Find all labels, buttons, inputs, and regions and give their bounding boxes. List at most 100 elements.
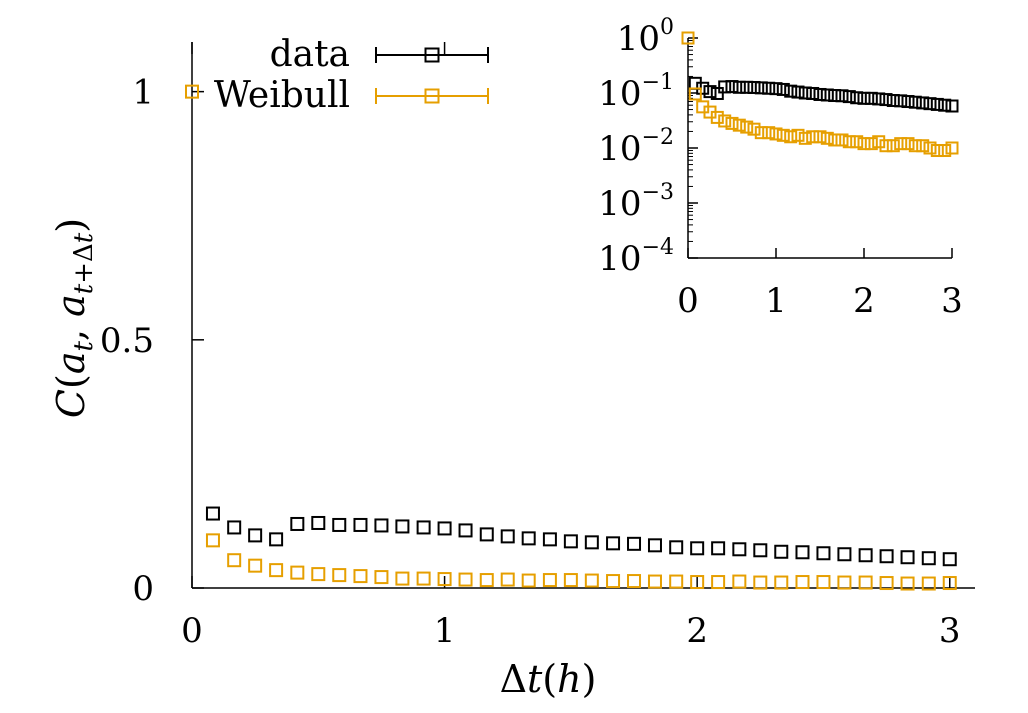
inset-x-tick-label: 1 bbox=[765, 281, 787, 321]
legend-swatch-weibull bbox=[375, 88, 489, 104]
main-point-weibull bbox=[563, 573, 578, 588]
main-point-data bbox=[690, 541, 705, 556]
inset-panel: 0 1 2 3 100 10−1 10−2 10−3 10−4 bbox=[560, 15, 980, 340]
y-axis-title-sub1: t bbox=[69, 341, 99, 352]
main-point-data bbox=[837, 547, 852, 562]
inset-point-weibull bbox=[681, 31, 695, 45]
main-y-tick-label: 0 bbox=[132, 569, 154, 609]
inset-point-weibull bbox=[894, 137, 908, 151]
inset-point-data bbox=[813, 87, 827, 101]
main-point-weibull bbox=[227, 553, 242, 568]
main-point-data bbox=[437, 521, 452, 536]
main-point-data bbox=[921, 551, 936, 566]
main-y-ticks: 00.51 bbox=[100, 73, 204, 609]
x-axis-title-paren-open: ( bbox=[542, 657, 557, 701]
inset-point-weibull bbox=[688, 87, 702, 101]
inset-point-weibull bbox=[762, 126, 776, 140]
main-point-weibull bbox=[879, 576, 894, 591]
main-point-data bbox=[416, 520, 431, 535]
main-data-points bbox=[185, 84, 957, 591]
main-point-weibull bbox=[669, 574, 684, 589]
y-axis-title-comma: , bbox=[49, 317, 93, 341]
inset-point-weibull bbox=[879, 139, 893, 153]
main-point-weibull bbox=[816, 575, 831, 590]
main-point-weibull bbox=[753, 575, 768, 590]
inset-point-weibull bbox=[908, 139, 922, 153]
inset-y-tick-label: 10−1 bbox=[598, 70, 674, 114]
y-axis-title-sub2: t+Δt bbox=[69, 232, 99, 294]
main-point-weibull bbox=[900, 576, 915, 591]
y-axis-title-a1: a bbox=[49, 352, 93, 375]
main-point-data bbox=[753, 543, 768, 558]
main-point-data bbox=[542, 532, 557, 547]
main-point-data bbox=[942, 552, 957, 567]
inset-point-data bbox=[916, 96, 930, 110]
main-point-weibull bbox=[606, 574, 621, 589]
inset-point-data bbox=[842, 90, 856, 104]
inset-point-data bbox=[945, 99, 959, 113]
main-point-data bbox=[816, 546, 831, 561]
inset-point-weibull bbox=[930, 144, 944, 158]
main-point-data bbox=[521, 531, 536, 546]
inset-point-weibull bbox=[784, 130, 798, 144]
main-point-data bbox=[353, 517, 368, 532]
main-y-tick-label: 1 bbox=[132, 73, 154, 113]
inset-point-weibull bbox=[916, 139, 930, 153]
inset-point-data bbox=[930, 97, 944, 111]
inset-point-weibull bbox=[835, 133, 849, 147]
main-x-tick-label: 1 bbox=[434, 611, 456, 651]
main-point-data bbox=[774, 544, 789, 559]
legend-label-data: data bbox=[270, 34, 350, 75]
main-point-weibull bbox=[774, 575, 789, 590]
main-point-data bbox=[647, 538, 662, 553]
inset-point-data bbox=[872, 92, 886, 106]
main-point-weibull bbox=[500, 572, 515, 587]
main-point-weibull bbox=[795, 575, 810, 590]
main-y-tick-label: 0.5 bbox=[100, 321, 154, 361]
inset-point-data bbox=[894, 94, 908, 108]
main-point-weibull bbox=[858, 575, 873, 590]
main-point-data bbox=[479, 527, 494, 542]
main-point-weibull bbox=[627, 574, 642, 589]
main-x-tick-label: 0 bbox=[181, 611, 203, 651]
inset-x-ticks: 0 1 2 3 bbox=[677, 248, 963, 321]
inset-point-data bbox=[769, 82, 783, 96]
main-point-data bbox=[311, 515, 326, 530]
inset-point-weibull bbox=[769, 127, 783, 141]
main-point-data bbox=[711, 541, 726, 556]
main-point-data bbox=[269, 532, 284, 547]
inset-point-weibull bbox=[718, 114, 732, 128]
inset-data-points bbox=[681, 31, 959, 158]
main-point-weibull bbox=[395, 571, 410, 586]
y-axis-title: C(at, at+Δt) bbox=[49, 218, 99, 418]
inset-point-weibull bbox=[850, 135, 864, 149]
inset-background bbox=[560, 20, 980, 340]
inset-y-tick-label: 100 bbox=[617, 15, 674, 59]
main-x-tick-label: 3 bbox=[939, 611, 961, 651]
main-point-weibull bbox=[311, 567, 326, 582]
inset-point-data bbox=[791, 85, 805, 99]
inset-point-data bbox=[886, 94, 900, 108]
inset-point-weibull bbox=[747, 122, 761, 136]
inset-point-data bbox=[798, 86, 812, 100]
main-point-weibull bbox=[332, 568, 347, 583]
inset-point-data bbox=[732, 80, 746, 94]
inset-point-weibull bbox=[886, 139, 900, 153]
main-point-data bbox=[500, 529, 515, 544]
main-point-weibull bbox=[374, 570, 389, 585]
inset-point-data bbox=[718, 80, 732, 94]
legend-marker bbox=[424, 47, 440, 63]
inset-point-data bbox=[864, 91, 878, 105]
main-point-data bbox=[205, 506, 220, 521]
inset-point-data bbox=[835, 89, 849, 103]
main-point-data bbox=[563, 534, 578, 549]
inset-point-data bbox=[908, 95, 922, 109]
main-point-weibull bbox=[353, 569, 368, 584]
inset-point-data bbox=[762, 81, 776, 95]
main-point-data bbox=[248, 528, 263, 543]
main-point-data bbox=[332, 517, 347, 532]
inset-point-weibull bbox=[740, 120, 754, 134]
main-point-weibull bbox=[248, 558, 263, 573]
